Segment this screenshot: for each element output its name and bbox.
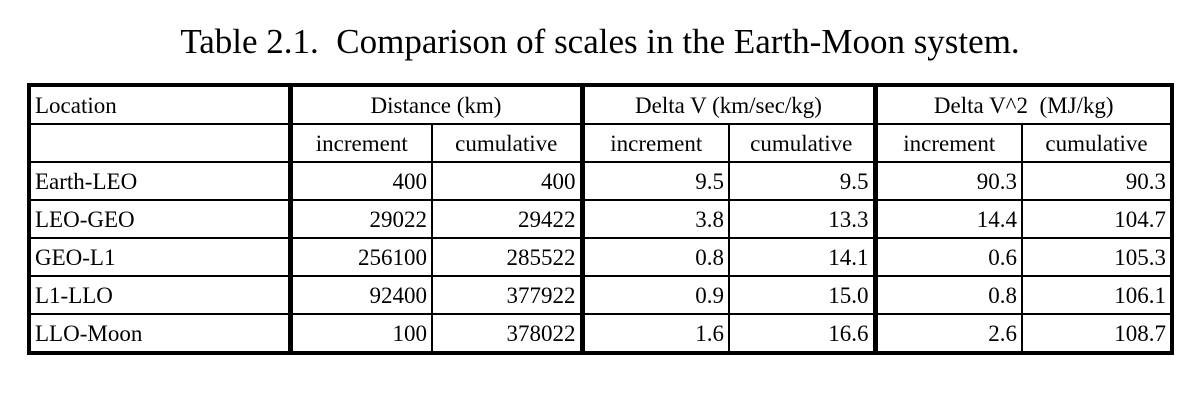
value-cell: 16.6 [728, 313, 876, 354]
value-cell: 9.5 [579, 161, 730, 201]
value-cell: 29022 [287, 199, 433, 239]
value-cell: 400 [431, 161, 583, 201]
subheader-cell: increment [287, 123, 433, 163]
data-row: L1-LLO 92400 377922 0.9 15.0 0.8 106.1 [28, 275, 1173, 315]
value-cell: 92400 [287, 275, 433, 315]
value-cell: 90.3 [872, 161, 1023, 201]
value-cell: 377922 [431, 275, 583, 315]
value-cell: 256100 [287, 237, 433, 277]
value-cell: 2.6 [872, 313, 1023, 354]
value-cell: 400 [287, 161, 433, 201]
row-label: Earth-LEO [28, 161, 291, 201]
value-cell: 13.3 [728, 199, 876, 239]
table-body: Location Distance (km) Delta V (km/sec/kg)… [28, 84, 1173, 354]
value-cell: 0.6 [872, 237, 1023, 277]
row-label: GEO-L1 [28, 237, 291, 277]
value-cell: 15.0 [728, 275, 876, 315]
data-row: LEO-GEO 29022 29422 3.8 13.3 14.4 104.7 [28, 199, 1173, 239]
subheader-row: increment cumulative increment cumulative in… [28, 123, 1173, 163]
empty-cell [28, 123, 291, 163]
data-row: LLO-Moon 100 378022 1.6 16.6 2.6 108.7 [28, 313, 1173, 354]
data-row: GEO-L1 256100 285522 0.8 14.1 0.6 105.3 [28, 237, 1173, 277]
value-cell: 14.1 [728, 237, 876, 277]
subheader-cell: cumulative [431, 123, 583, 163]
value-cell: 378022 [431, 313, 583, 354]
value-cell: 14.4 [872, 199, 1023, 239]
group-header: Delta V (km/sec/kg) [579, 84, 876, 125]
row-label: L1-LLO [28, 275, 291, 315]
value-cell: 104.7 [1021, 199, 1173, 239]
subheader-cell: increment [579, 123, 730, 163]
value-cell: 105.3 [1021, 237, 1173, 277]
row-label: LEO-GEO [28, 199, 291, 239]
header-row: Location Distance (km) Delta V (km/sec/kg)… [28, 84, 1173, 125]
subheader-cell: cumulative [728, 123, 876, 163]
value-cell: 0.8 [579, 237, 730, 277]
value-cell: 0.9 [579, 275, 730, 315]
group-header: Delta V^2 (MJ/kg) [872, 84, 1173, 125]
value-cell: 285522 [431, 237, 583, 277]
value-cell: 0.8 [872, 275, 1023, 315]
subheader-cell: cumulative [1021, 123, 1173, 163]
row-label: LLO-Moon [28, 313, 291, 354]
header-cell: Location [28, 84, 291, 125]
value-cell: 3.8 [579, 199, 730, 239]
value-cell: 1.6 [579, 313, 730, 354]
value-cell: 90.3 [1021, 161, 1173, 201]
data-row: Earth-LEO 400 400 9.5 9.5 90.3 90.3 [28, 161, 1173, 201]
value-cell: 100 [287, 313, 433, 354]
group-header: Distance (km) [287, 84, 583, 125]
table-title: Table 2.1. Comparison of scales in the E… [180, 22, 1020, 61]
value-cell: 29422 [431, 199, 583, 239]
subheader-cell: increment [872, 123, 1023, 163]
data-table: Location Distance (km) Delta V (km/sec/kg)… [27, 83, 1174, 355]
value-cell: 106.1 [1021, 275, 1173, 315]
value-cell: 9.5 [728, 161, 876, 201]
value-cell: 108.7 [1021, 313, 1173, 354]
